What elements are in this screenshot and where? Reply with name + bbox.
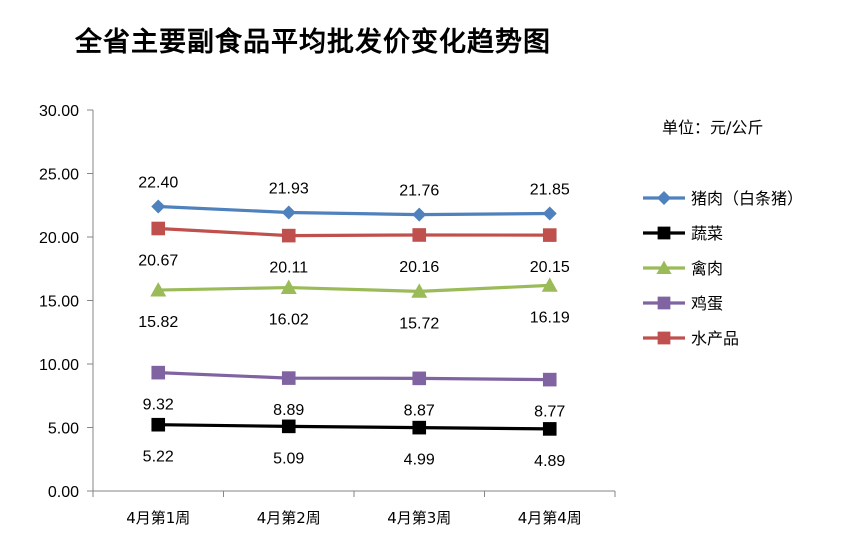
series-0 bbox=[151, 199, 557, 222]
legend-label: 猪肉（白条猪） bbox=[691, 189, 803, 208]
x-tick-label: 4月第1周 bbox=[126, 509, 190, 527]
data-label: 20.16 bbox=[399, 259, 439, 276]
y-tick-label: 30.00 bbox=[39, 103, 79, 120]
data-point bbox=[411, 283, 428, 298]
series-2 bbox=[150, 277, 558, 298]
data-point bbox=[412, 371, 427, 386]
data-label: 21.76 bbox=[399, 183, 439, 200]
legend-item-4: 水产品 bbox=[643, 329, 739, 348]
data-label: 20.11 bbox=[269, 260, 308, 277]
y-tick-label: 0.00 bbox=[48, 484, 79, 501]
y-tick-label: 25.00 bbox=[39, 167, 79, 184]
legend-label: 禽肉 bbox=[691, 259, 723, 278]
legend-label: 鸡蛋 bbox=[691, 294, 723, 313]
data-point bbox=[542, 206, 557, 221]
data-label: 20.67 bbox=[138, 252, 178, 269]
x-tick-label: 4月第4周 bbox=[518, 509, 582, 527]
data-label: 16.19 bbox=[530, 309, 570, 326]
data-label: 20.15 bbox=[530, 259, 570, 276]
data-label: 8.89 bbox=[273, 402, 304, 419]
axes: 0.00 5.00 10.00 15.00 20.00 25.00 30.00 4月第1周 4月… bbox=[39, 103, 616, 527]
x-tick-label: 4月第2周 bbox=[257, 509, 321, 527]
data-labels: 22.40 21.93 21.76 21.85 5.22 5.09 4.99 4.89 15.8… bbox=[138, 175, 570, 470]
legend-item-3: 鸡蛋 bbox=[643, 294, 723, 313]
y-tick-label: 5.00 bbox=[48, 421, 79, 438]
data-point bbox=[542, 372, 557, 387]
data-point bbox=[151, 199, 166, 214]
series-line bbox=[158, 423, 550, 431]
data-label: 15.82 bbox=[138, 314, 178, 331]
data-label: 21.85 bbox=[530, 182, 570, 199]
data-point bbox=[151, 365, 166, 380]
y-tick-label: 15.00 bbox=[39, 294, 79, 311]
legend-item-2: 禽肉 bbox=[643, 259, 723, 278]
legend-marker bbox=[657, 226, 671, 240]
data-point bbox=[412, 207, 427, 222]
legend-marker bbox=[656, 260, 672, 274]
legend-item-0: 猪肉（白条猪） bbox=[643, 189, 803, 208]
data-point bbox=[150, 282, 167, 297]
data-point bbox=[542, 228, 557, 242]
series-line bbox=[158, 226, 550, 238]
data-label: 4.89 bbox=[534, 453, 565, 470]
legend-marker bbox=[657, 331, 671, 345]
series-1 bbox=[151, 417, 557, 436]
x-tick-label: 4月第3周 bbox=[387, 509, 451, 527]
data-point bbox=[542, 422, 557, 436]
data-label: 16.02 bbox=[269, 312, 309, 329]
data-label: 21.93 bbox=[269, 180, 309, 197]
data-label: 9.32 bbox=[143, 397, 174, 414]
data-point bbox=[281, 228, 296, 243]
data-point bbox=[151, 221, 166, 236]
data-point bbox=[412, 420, 427, 435]
data-label: 15.72 bbox=[399, 315, 439, 332]
unit-label: 单位：元/公斤 bbox=[662, 118, 764, 137]
data-point bbox=[281, 371, 296, 385]
y-tick-label: 20.00 bbox=[39, 230, 79, 247]
data-label: 5.22 bbox=[143, 449, 174, 466]
data-point bbox=[412, 228, 427, 242]
data-label: 4.99 bbox=[404, 452, 435, 469]
y-tick-label: 10.00 bbox=[39, 357, 79, 374]
series-4 bbox=[151, 221, 557, 243]
legend-marker bbox=[657, 191, 671, 205]
series-line bbox=[158, 283, 550, 293]
legend-item-1: 蔬菜 bbox=[643, 224, 723, 243]
series-layer bbox=[150, 199, 558, 436]
data-label: 8.77 bbox=[534, 404, 565, 421]
data-label: 22.40 bbox=[138, 175, 178, 192]
legend-label: 蔬菜 bbox=[691, 224, 723, 243]
legend-label: 水产品 bbox=[691, 329, 739, 348]
data-point bbox=[281, 205, 296, 220]
series-line bbox=[158, 371, 550, 382]
data-point bbox=[541, 277, 558, 292]
legend-marker bbox=[657, 296, 671, 310]
data-point bbox=[151, 417, 166, 432]
data-point bbox=[281, 419, 296, 434]
chart-title: 全省主要副食品平均批发价变化趋势图 bbox=[75, 27, 551, 58]
data-label: 5.09 bbox=[273, 450, 304, 467]
series-line bbox=[158, 204, 550, 217]
series-3 bbox=[151, 365, 557, 387]
data-point bbox=[280, 279, 297, 294]
data-label: 8.87 bbox=[404, 402, 435, 419]
